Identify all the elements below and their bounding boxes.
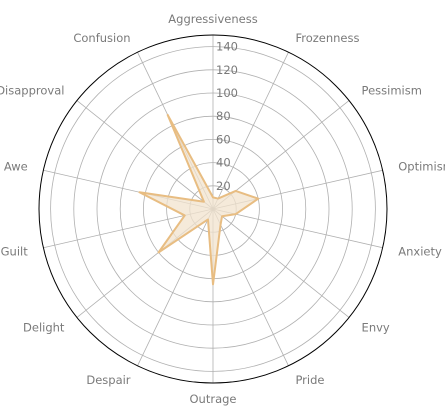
category-label: Frozenness <box>295 31 359 45</box>
radial-tick-label: 40 <box>216 156 231 170</box>
radial-tick-label: 140 <box>216 40 238 54</box>
category-label: Envy <box>362 320 390 334</box>
category-label: Pessimism <box>362 84 422 98</box>
radial-tick-label: 60 <box>216 132 231 146</box>
radial-tick-labels: 20 40 60 80 100 120 140 <box>216 40 238 193</box>
series-layer <box>138 113 260 286</box>
outer-frame <box>38 34 388 384</box>
radial-tick-label: 20 <box>216 179 231 193</box>
spoke-line <box>137 208 214 366</box>
category-label: Delight <box>23 320 65 334</box>
series-polygon <box>138 113 260 286</box>
spoke-line <box>212 208 350 318</box>
category-label: Aggressiveness <box>168 12 257 26</box>
category-label: Disapproval <box>0 84 64 98</box>
radial-tick-label: 100 <box>216 86 238 100</box>
category-label: Despair <box>86 373 130 387</box>
category-label: Awe <box>4 160 28 174</box>
spoke-line <box>76 100 214 210</box>
spoke-line <box>212 208 383 249</box>
spoke-line <box>212 52 289 210</box>
category-label: Outrage <box>190 392 237 406</box>
category-label: Confusion <box>73 31 130 45</box>
spoke-line <box>212 208 289 366</box>
category-label: Pride <box>295 373 324 387</box>
radial-tick-label: 120 <box>216 63 238 77</box>
category-label: Guilt <box>1 244 29 258</box>
radial-tick-label: 80 <box>216 109 231 123</box>
axis-labels: Aggressiveness Frozenness Pessimism Optimis… <box>0 12 445 406</box>
category-label: Optimism <box>398 160 445 174</box>
category-label: Anxiety <box>398 244 442 258</box>
